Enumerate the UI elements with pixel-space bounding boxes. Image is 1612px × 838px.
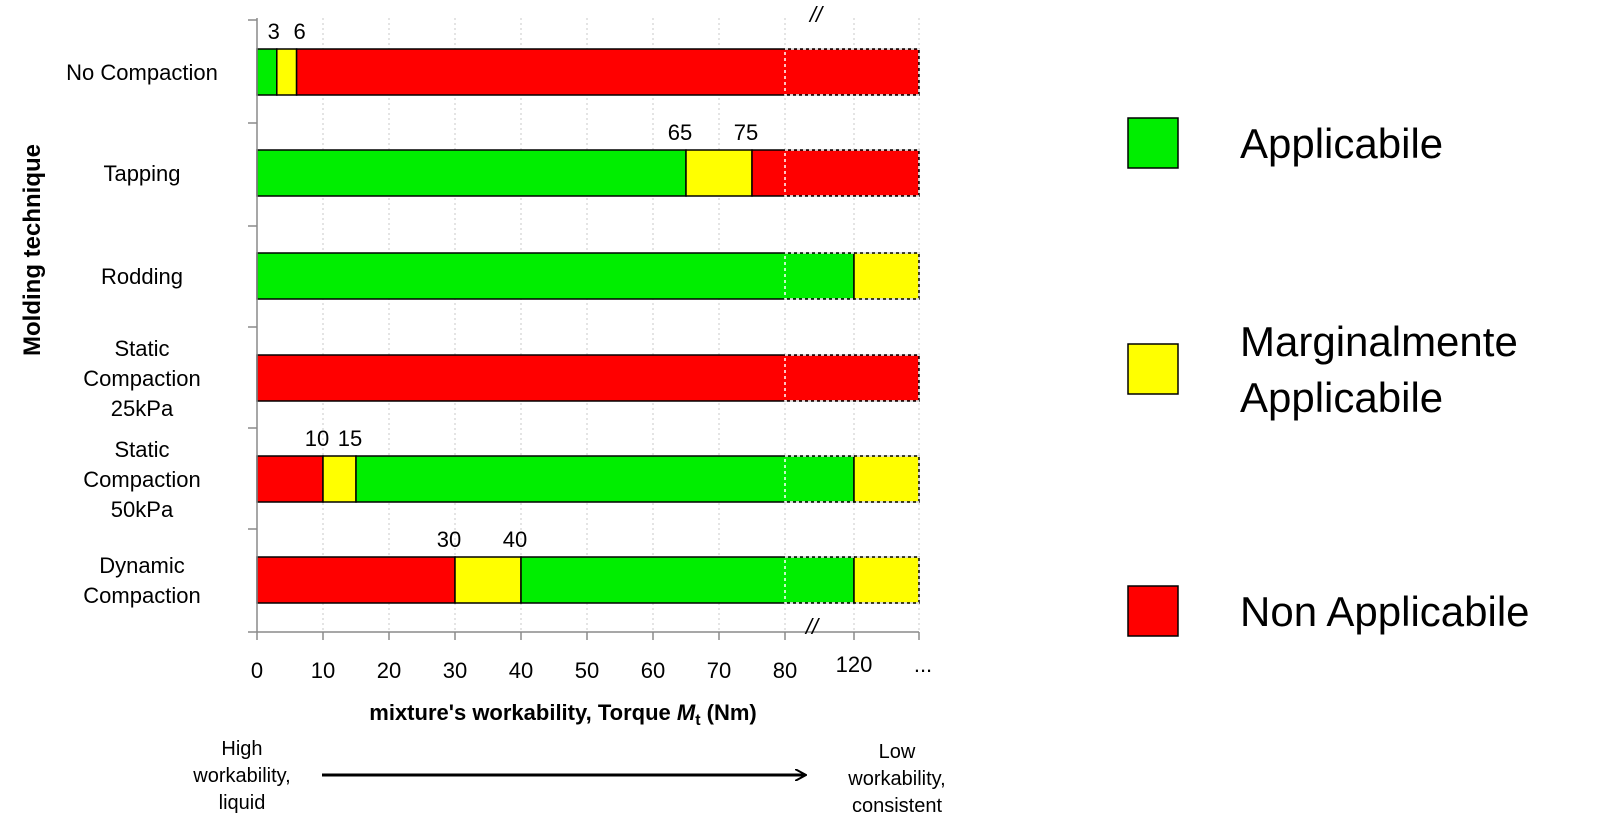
category-label-line: Static: [114, 437, 169, 462]
bar-segment: [520, 556, 855, 604]
bar-extrapolated-outline: [784, 149, 920, 197]
segment-annotation: 6: [293, 19, 305, 44]
x-tick-label: 80: [773, 658, 797, 683]
axes: [248, 18, 920, 640]
x-axis-title-main: mixture's workability, Torque: [369, 700, 677, 725]
segment-annotation: 75: [734, 120, 758, 145]
category-label: Rodding: [101, 264, 183, 289]
bar-extrapolated-outline: [784, 354, 920, 402]
x-tick-label: 60: [641, 658, 665, 683]
axis-break-mark: //: [804, 614, 820, 639]
legend-label-line: Applicabile: [1240, 374, 1443, 421]
legend-label: Applicabile: [1240, 120, 1443, 167]
category-label-line: Compaction: [83, 467, 200, 492]
category-label: Dynamic Compaction: [83, 553, 200, 608]
segment-annotation: 40: [503, 527, 527, 552]
bar-segment: [751, 149, 920, 197]
low-workability-label: Low workability, consistent: [847, 741, 945, 817]
x-tick-label: 20: [377, 658, 401, 683]
legend-swatch: [1127, 343, 1179, 395]
x-tick-label: 30: [443, 658, 467, 683]
bar-extrapolated-outline: [784, 556, 920, 604]
legend-label-line: Non Applicabile: [1240, 588, 1530, 635]
category-label-line: No Compaction: [66, 60, 218, 85]
low-workability-label-line: workability,: [847, 768, 945, 790]
x-tick-label: 120: [836, 652, 873, 677]
legend-label-line: Marginalmente: [1240, 318, 1518, 365]
category-label-line: Static: [114, 336, 169, 361]
x-tick-label: 10: [311, 658, 335, 683]
legend-swatch: [1127, 117, 1179, 169]
bar-segment: [256, 48, 278, 96]
x-axis-title-sub: t: [695, 712, 701, 729]
bar-segment: [454, 556, 522, 604]
bars: [256, 48, 920, 604]
x-tick-label: 50: [575, 658, 599, 683]
bar-segment: [256, 556, 456, 604]
axis-titles: Molding technique mixture's workability,…: [19, 144, 757, 729]
segment-annotation: 3: [268, 19, 280, 44]
high-workability-label-line: High: [221, 738, 262, 760]
bar-segment: [256, 455, 324, 503]
category-labels: No Compaction Tapping Rodding Static Compact…: [66, 60, 218, 608]
legend: Applicabile Marginalmente Applicabile Non A…: [1127, 117, 1530, 637]
bar-extrapolated-outline: [784, 48, 920, 96]
x-axis-title: mixture's workability, Torque Mt (Nm): [369, 700, 756, 729]
legend-swatch: [1127, 585, 1179, 637]
x-axis-title-unit: (Nm): [701, 700, 757, 725]
low-workability-label-line: Low: [879, 741, 916, 763]
bar-segment: [853, 455, 920, 503]
bar-segment: [853, 556, 920, 604]
x-tick-label: ...: [914, 652, 932, 677]
bar-extrapolated-outline: [784, 252, 920, 300]
category-label-line: Compaction: [83, 366, 200, 391]
bar-segment: [355, 455, 855, 503]
legend-label: Non Applicabile: [1240, 588, 1530, 635]
category-label: Static Compaction 50kPa: [83, 437, 200, 522]
bar-extrapolated-outline: [784, 455, 920, 503]
bar-segment: [256, 149, 687, 197]
bar-segment: [256, 354, 920, 402]
x-tick-labels: 0 10 20 30 40 50 60 70 80 120 ... // //: [251, 2, 932, 683]
low-workability-label-line: consistent: [852, 795, 942, 817]
high-workability-label-line: workability,: [192, 765, 290, 787]
x-tick-label: 40: [509, 658, 533, 683]
high-workability-label: High workability, liquid: [192, 738, 290, 814]
category-label-line: Rodding: [101, 264, 183, 289]
bar-segment: [322, 455, 357, 503]
segment-annotation: 30: [437, 527, 461, 552]
category-label-line: 25kPa: [111, 396, 174, 421]
segment-annotation: 10: [305, 426, 329, 451]
bar-segment: [853, 252, 920, 300]
gridlines: [322, 18, 920, 632]
category-label: No Compaction: [66, 60, 218, 85]
segment-annotation: 65: [668, 120, 692, 145]
category-label-line: 50kPa: [111, 497, 174, 522]
bar-segment: [276, 48, 298, 96]
workability-indicator: High workability, liquid Low workability, con…: [192, 738, 945, 817]
category-label-line: Compaction: [83, 583, 200, 608]
category-label: Tapping: [103, 161, 180, 186]
category-label: Static Compaction 25kPa: [83, 336, 200, 421]
bar-segment: [685, 149, 753, 197]
category-label-line: Tapping: [103, 161, 180, 186]
x-tick-label: 70: [707, 658, 731, 683]
category-label-line: Dynamic: [99, 553, 185, 578]
bar-segment: [295, 48, 920, 96]
bar-segment: [256, 252, 855, 300]
x-axis-title-var: M: [677, 700, 696, 725]
high-workability-label-line: liquid: [219, 792, 266, 814]
y-axis-title: Molding technique: [19, 144, 46, 356]
segment-annotation: 15: [338, 426, 362, 451]
axis-break-mark: //: [808, 2, 824, 27]
annotations: 3 6 65 75 10 15 30 40: [268, 19, 759, 552]
x-tick-label: 0: [251, 658, 263, 683]
legend-label: Marginalmente Applicabile: [1240, 318, 1518, 421]
legend-label-line: Applicabile: [1240, 120, 1443, 167]
